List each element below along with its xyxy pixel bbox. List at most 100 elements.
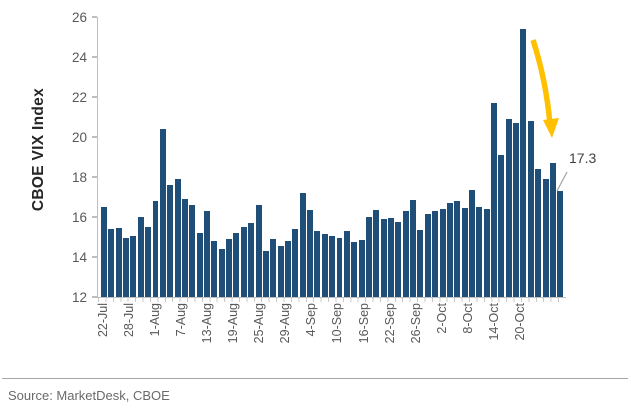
bar [468, 190, 475, 297]
bar [108, 229, 115, 297]
bar [520, 29, 527, 297]
bar [137, 217, 144, 297]
y-tick-label: 20 [71, 129, 87, 145]
x-tick-label: 22-Jul [95, 303, 110, 338]
bar [189, 205, 196, 297]
y-tick-label: 14 [71, 249, 87, 265]
y-axis-title: CBOE VIX Index [30, 88, 47, 212]
bar [299, 193, 306, 297]
bar [498, 155, 505, 297]
bar [454, 201, 461, 297]
x-tick-label: 19-Aug [226, 303, 240, 344]
bar [432, 211, 439, 297]
y-tick-mark [92, 256, 97, 258]
x-tick-label: 8-Oct [460, 303, 475, 334]
bar [277, 246, 284, 297]
bar [196, 233, 203, 297]
bar [446, 203, 453, 297]
x-tick-label: 28-Jul [121, 303, 136, 338]
bar [233, 233, 240, 297]
x-tick-label: 26-Sep [408, 303, 423, 344]
x-tick-label: 10-Sep [330, 303, 345, 344]
x-tick-label: 4-Sep [304, 303, 319, 337]
x-tick-label: 7-Aug [173, 303, 188, 337]
bar-series [98, 17, 566, 297]
bar [491, 103, 498, 297]
bar [476, 207, 483, 297]
bar [240, 227, 247, 297]
bar [343, 231, 350, 297]
bar [145, 227, 152, 297]
y-tick-mark [92, 296, 97, 298]
x-tick-label: 2-Oct [434, 303, 449, 334]
bar [439, 209, 446, 297]
bar [167, 185, 174, 297]
bar [424, 214, 431, 297]
bar [115, 228, 122, 297]
x-tick-label: 16-Sep [356, 303, 371, 344]
bar [410, 200, 417, 297]
x-tick-label: 14-Oct [487, 303, 501, 341]
y-tick-label: 22 [71, 89, 87, 105]
bar [218, 249, 225, 297]
plot-area [97, 17, 566, 298]
bar [211, 241, 218, 297]
bar [262, 251, 269, 297]
y-tick-label: 24 [71, 49, 87, 65]
bar [181, 199, 188, 297]
x-tick-label: 22-Sep [382, 303, 397, 344]
bar [395, 222, 402, 297]
bar [380, 219, 387, 297]
bar [549, 163, 556, 297]
bar [159, 129, 166, 297]
bar [226, 239, 233, 297]
x-tick-label: 20-Oct [513, 303, 528, 341]
bar [336, 238, 343, 297]
bar [513, 123, 520, 297]
y-tick-label: 12 [71, 289, 87, 305]
bar [284, 241, 291, 297]
bar [351, 242, 358, 297]
x-tick-label: 25-Aug [252, 303, 267, 344]
y-tick-mark [92, 176, 97, 178]
bar [255, 205, 262, 297]
last-value-annotation: 17.3 [569, 150, 597, 166]
bar [417, 230, 424, 297]
bar [365, 217, 372, 297]
y-tick-mark [92, 96, 97, 98]
bar [248, 223, 255, 297]
bar [292, 229, 299, 297]
bar [101, 207, 107, 297]
bar [270, 239, 277, 297]
y-tick-mark [92, 16, 97, 18]
bar [373, 210, 380, 297]
bar [329, 236, 336, 297]
bar [535, 169, 542, 297]
bar [321, 234, 328, 297]
x-tick-label: 29-Aug [278, 303, 293, 344]
y-tick-label: 16 [71, 209, 87, 225]
y-tick-mark [92, 56, 97, 58]
y-tick-mark [92, 216, 97, 218]
bar [527, 121, 534, 297]
x-tick-label: 1-Aug [147, 303, 162, 337]
x-axis-tick-strip [98, 298, 565, 302]
bar [505, 119, 512, 297]
bar [542, 179, 549, 297]
y-tick-mark [92, 136, 97, 138]
bar [557, 191, 564, 297]
bar [461, 208, 468, 297]
bar [314, 231, 321, 297]
bar [388, 218, 394, 297]
bar [307, 210, 314, 297]
bar [358, 240, 365, 297]
x-tick-label: 13-Aug [199, 303, 214, 344]
bar [123, 238, 130, 297]
bar [174, 179, 181, 297]
bar [204, 211, 210, 297]
y-tick-label: 18 [71, 169, 87, 185]
bar [152, 201, 159, 297]
bar [402, 211, 409, 297]
y-tick-label: 26 [71, 9, 87, 25]
